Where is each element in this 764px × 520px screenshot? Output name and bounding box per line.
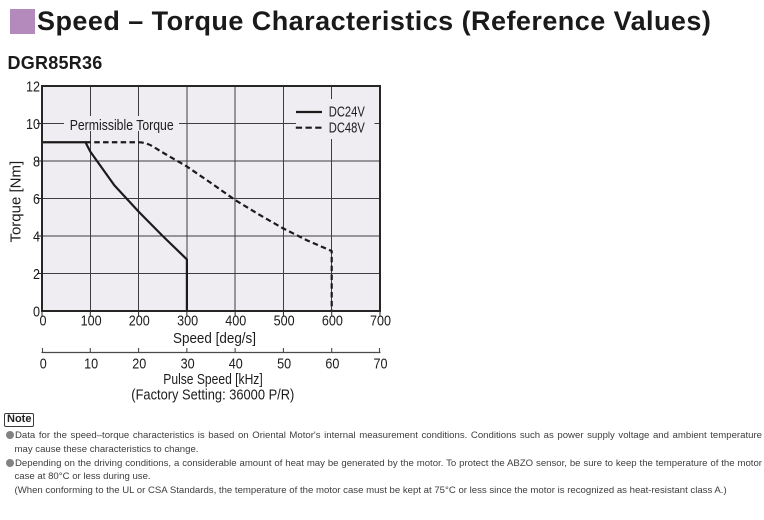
svg-text:DC24V: DC24V [329,104,365,121]
svg-text:500: 500 [274,313,295,330]
svg-text:30: 30 [181,356,195,373]
svg-text:40: 40 [229,356,243,373]
svg-text:100: 100 [81,313,102,330]
svg-text:DC48V: DC48V [329,119,365,136]
svg-text:8: 8 [33,153,40,170]
svg-text:2: 2 [33,266,40,283]
svg-text:20: 20 [132,356,146,373]
svg-text:0: 0 [40,356,47,373]
svg-text:Torque [Nm]: Torque [Nm] [8,161,25,243]
svg-text:0: 0 [40,313,47,330]
svg-text:Permissible Torque: Permissible Torque [70,117,174,134]
svg-text:0: 0 [33,303,40,320]
svg-text:Pulse Speed [kHz]: Pulse Speed [kHz] [163,371,262,388]
svg-text:70: 70 [374,356,388,373]
svg-text:10: 10 [84,356,98,373]
svg-text:400: 400 [225,313,246,330]
svg-text:(Factory Setting: 36000 P/R): (Factory Setting: 36000 P/R) [131,387,294,404]
svg-text:4: 4 [33,228,40,245]
svg-text:300: 300 [177,313,198,330]
svg-text:600: 600 [322,313,343,330]
svg-text:12: 12 [26,78,40,95]
svg-text:700: 700 [370,313,391,330]
svg-text:Speed [deg/s]: Speed [deg/s] [173,330,256,347]
svg-text:10: 10 [26,116,40,133]
svg-text:50: 50 [277,356,291,373]
svg-text:6: 6 [33,191,40,208]
svg-text:60: 60 [325,356,339,373]
svg-text:200: 200 [129,313,150,330]
